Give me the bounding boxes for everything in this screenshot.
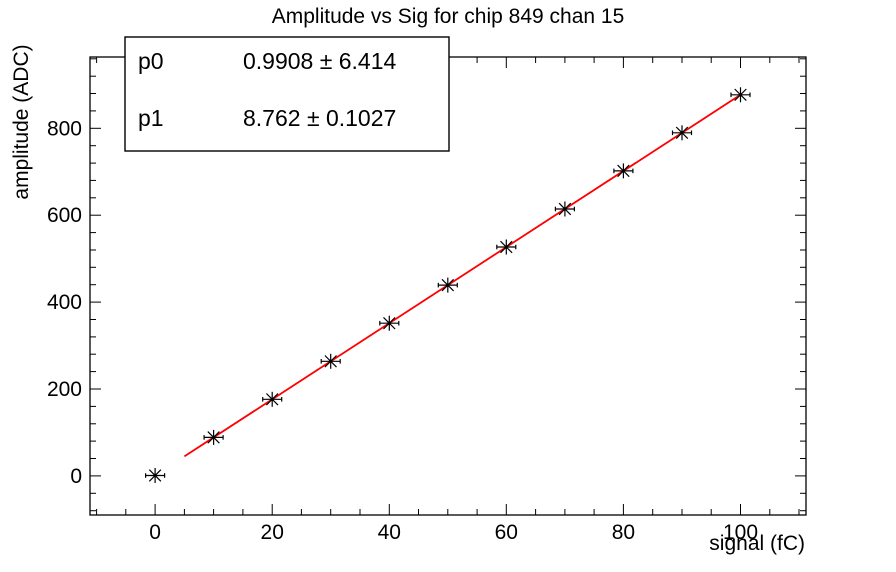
svg-text:80: 80 (612, 521, 635, 544)
svg-text:0: 0 (149, 521, 161, 544)
svg-text:60: 60 (495, 521, 518, 544)
svg-text:200: 200 (47, 378, 82, 401)
svg-text:signal (fC): signal (fC) (709, 532, 805, 555)
svg-text:Amplitude vs Sig for chip 849: Amplitude vs Sig for chip 849 chan 15 (272, 5, 625, 28)
svg-text:800: 800 (47, 117, 82, 140)
svg-text:p0: p0 (138, 48, 164, 74)
svg-text:400: 400 (47, 291, 82, 314)
svg-text:0: 0 (70, 465, 82, 488)
svg-text:20: 20 (261, 521, 284, 544)
svg-text:40: 40 (378, 521, 401, 544)
svg-text:p1: p1 (138, 105, 164, 131)
svg-text:600: 600 (47, 204, 82, 227)
svg-text:8.762 ± 0.1027: 8.762 ± 0.1027 (243, 105, 396, 131)
svg-text:0.9908 ± 6.414: 0.9908 ± 6.414 (243, 48, 397, 74)
svg-text:amplitude (ADC): amplitude (ADC) (10, 44, 33, 199)
